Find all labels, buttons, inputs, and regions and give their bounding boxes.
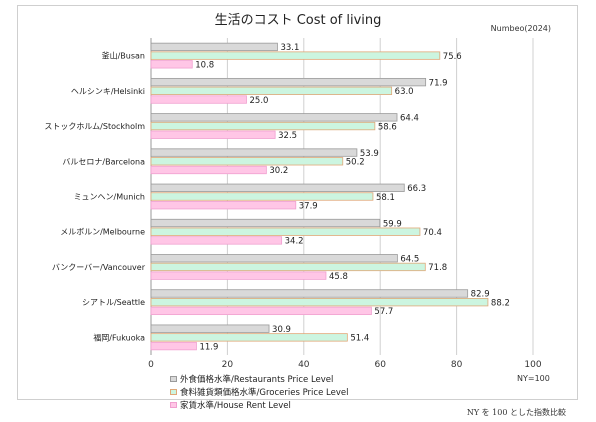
bar xyxy=(150,121,376,131)
footnote: NY を 100 とした指数比較 xyxy=(466,408,566,417)
data-label: 37.9 xyxy=(299,201,318,211)
bar xyxy=(150,289,469,298)
bar xyxy=(150,341,197,351)
data-label: 88.2 xyxy=(491,298,510,308)
data-label: 58.1 xyxy=(376,193,395,203)
legend-swatch-rent xyxy=(170,401,177,408)
bar xyxy=(150,113,398,122)
bar xyxy=(150,333,348,342)
data-label: 70.4 xyxy=(423,228,442,238)
legend-swatch-groceries xyxy=(170,388,177,395)
x-tick-label: 100 xyxy=(524,360,541,370)
x-tick-label: 40 xyxy=(298,360,310,370)
data-label: 10.8 xyxy=(195,61,214,71)
x-tick-label: 80 xyxy=(451,360,463,370)
bar xyxy=(150,262,426,272)
bar xyxy=(150,165,267,175)
data-label: 82.9 xyxy=(471,290,490,300)
legend-swatch-restaurants xyxy=(170,375,177,382)
data-label: 64.5 xyxy=(400,254,419,264)
x-tick-label: 20 xyxy=(222,360,234,370)
data-label: 32.5 xyxy=(278,131,297,141)
bar xyxy=(150,271,327,280)
data-label: 71.9 xyxy=(429,78,448,88)
bar xyxy=(150,192,374,201)
data-label: 30.9 xyxy=(272,325,291,335)
bar xyxy=(150,306,372,316)
data-label: 51.4 xyxy=(350,334,369,344)
source-label: Numbeo(2024) xyxy=(490,24,551,33)
x-tick-label: 0 xyxy=(148,360,154,370)
data-label: 45.8 xyxy=(329,272,348,282)
bar xyxy=(150,51,441,60)
legend-label-restaurants: 外食価格水準/Restaurants Price Level xyxy=(180,374,334,385)
bar xyxy=(150,77,427,87)
legend-item-groceries: 食料雑貨類価格水準/Groceries Price Level xyxy=(170,385,348,398)
bar xyxy=(150,298,489,307)
data-label: 57.7 xyxy=(374,307,393,317)
bar xyxy=(150,86,393,95)
category-label: ストックホルム/Stockholm xyxy=(44,122,145,131)
data-label: 33.1 xyxy=(280,43,299,53)
data-label: 34.2 xyxy=(285,237,304,247)
category-label: バンクーバー/Vancouver xyxy=(52,263,146,272)
data-label: 66.3 xyxy=(407,184,426,194)
data-label: 25.0 xyxy=(250,96,269,106)
bar xyxy=(150,130,276,139)
legend-item-restaurants: 外食価格水準/Restaurants Price Level xyxy=(170,372,348,385)
bar xyxy=(150,324,270,333)
legend-label-rent: 家賃水準/House Rent Level xyxy=(180,400,291,411)
legend-item-rent: 家賃水準/House Rent Level xyxy=(170,398,348,411)
bar xyxy=(150,227,421,236)
x-tick-label: 60 xyxy=(374,360,386,370)
index-note: NY=100 xyxy=(517,374,550,383)
category-label: 福岡/Fukuoka xyxy=(93,333,145,342)
category-label: メルボルン/Melbourne xyxy=(60,228,145,237)
data-label: 30.2 xyxy=(269,166,288,176)
legend-label-groceries: 食料雑貨類価格水準/Groceries Price Level xyxy=(180,387,349,398)
data-label: 53.9 xyxy=(360,149,379,159)
category-label: ミュンヘン/Munich xyxy=(74,193,145,202)
bar xyxy=(150,60,193,69)
data-label: 63.0 xyxy=(395,87,414,97)
data-label: 64.4 xyxy=(400,114,419,124)
bar xyxy=(150,218,381,228)
category-label: 釜山/Busan xyxy=(102,51,145,61)
data-label: 50.2 xyxy=(346,158,365,168)
data-label: 58.6 xyxy=(378,122,397,132)
bar xyxy=(150,201,297,210)
chart-title: 生活のコスト Cost of living xyxy=(214,13,382,28)
bar xyxy=(150,254,398,263)
category-label: シアトル/Seattle xyxy=(82,298,145,307)
data-label: 71.8 xyxy=(428,263,447,273)
bar-chart: 0 20 40 60 80 100 釜山/Busan 33.1 75.6 10.8 ヘルシンキ/He… xyxy=(44,38,542,370)
chart-legend: 外食価格水準/Restaurants Price Level 食料雑貨類価格水準… xyxy=(170,372,348,411)
bar xyxy=(150,236,283,245)
bar xyxy=(150,183,405,192)
data-label: 59.9 xyxy=(383,219,402,229)
bar xyxy=(150,148,358,157)
bar xyxy=(150,157,344,166)
data-label: 11.9 xyxy=(199,342,218,352)
category-label: バルセロナ/Barcelona xyxy=(62,157,145,166)
bar xyxy=(150,95,247,104)
chart-frame xyxy=(17,5,578,400)
bar xyxy=(150,42,278,52)
data-label: 75.6 xyxy=(443,52,462,62)
category-label: ヘルシンキ/Helsinki xyxy=(71,87,145,96)
